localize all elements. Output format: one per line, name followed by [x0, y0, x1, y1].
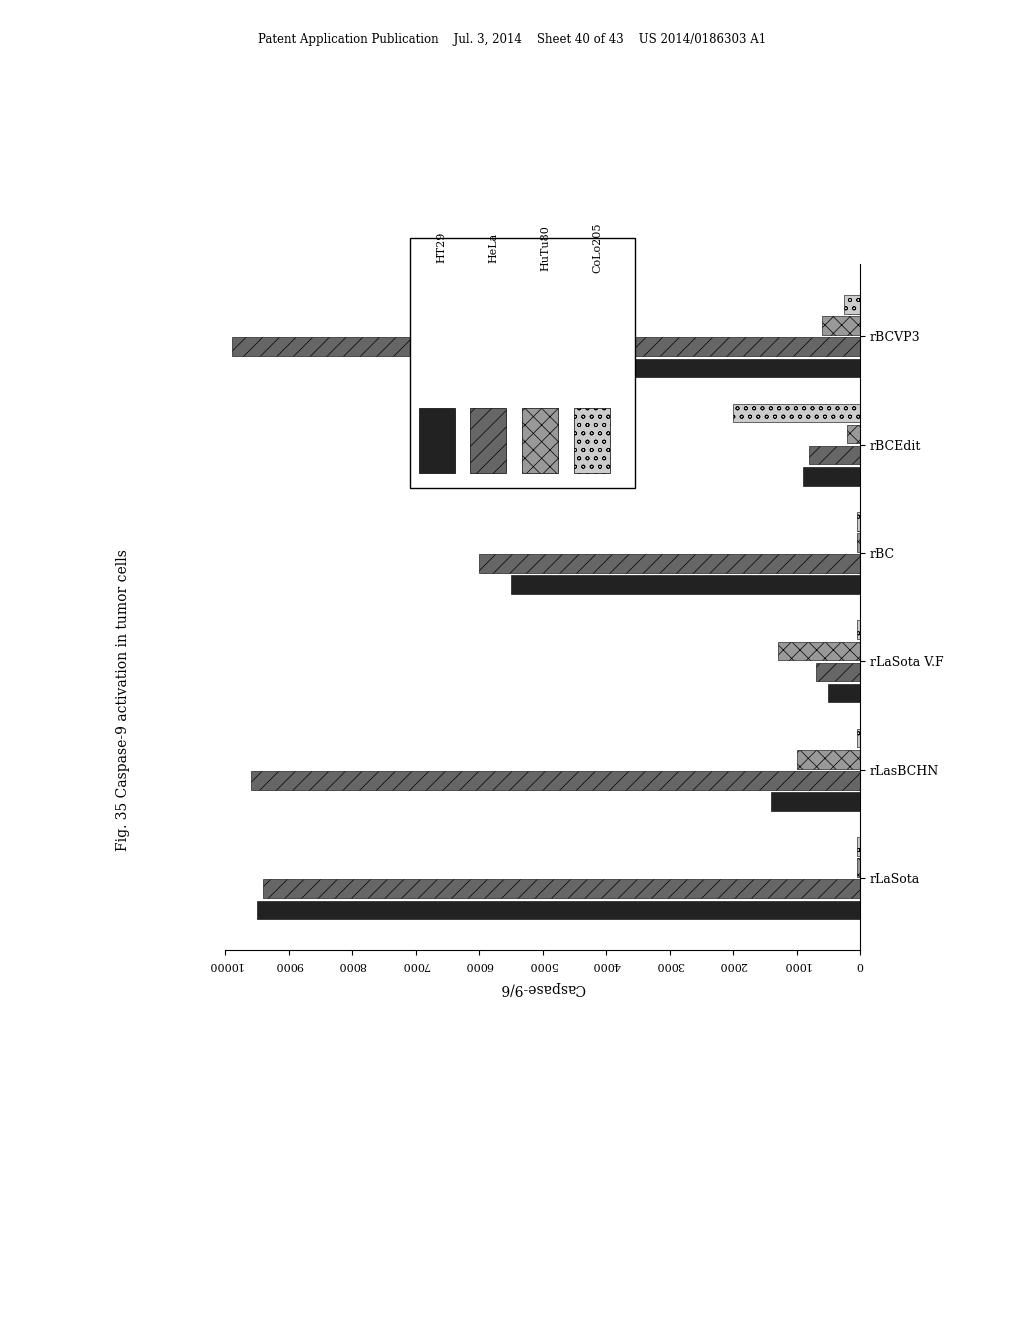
Text: CoLo205: CoLo205 [592, 222, 602, 273]
Bar [822, 317, 860, 335]
Bar [771, 792, 860, 810]
Bar [857, 512, 860, 531]
Bar [844, 296, 860, 314]
Bar [419, 408, 455, 474]
Bar [511, 576, 860, 594]
FancyBboxPatch shape [410, 238, 635, 488]
Text: HT29: HT29 [436, 232, 446, 263]
Bar [857, 620, 860, 639]
Bar [594, 359, 860, 378]
Text: Patent Application Publication    Jul. 3, 2014    Sheet 40 of 43    US 2014/0186: Patent Application Publication Jul. 3, 2… [258, 33, 766, 46]
X-axis label: Caspase-9/6: Caspase-9/6 [500, 981, 586, 995]
Bar [777, 642, 860, 660]
Bar [522, 408, 558, 474]
Bar [828, 684, 860, 702]
Bar [816, 663, 860, 681]
Bar [797, 750, 860, 768]
Bar [231, 338, 860, 356]
Bar [479, 554, 860, 573]
Bar [251, 771, 860, 789]
Text: HuTu80: HuTu80 [541, 224, 550, 271]
Text: HeLa: HeLa [488, 232, 499, 263]
Text: Fig. 35 Caspase-9 activation in tumor cells: Fig. 35 Caspase-9 activation in tumor ce… [116, 549, 130, 850]
Bar [809, 446, 860, 465]
Bar [574, 408, 610, 474]
Bar [803, 467, 860, 486]
Bar [848, 425, 860, 444]
Bar [857, 533, 860, 552]
Bar [733, 404, 860, 422]
Bar [857, 837, 860, 855]
Bar [470, 408, 507, 474]
Bar [257, 900, 860, 919]
Bar [857, 858, 860, 876]
Bar [263, 879, 860, 898]
Bar [857, 729, 860, 747]
